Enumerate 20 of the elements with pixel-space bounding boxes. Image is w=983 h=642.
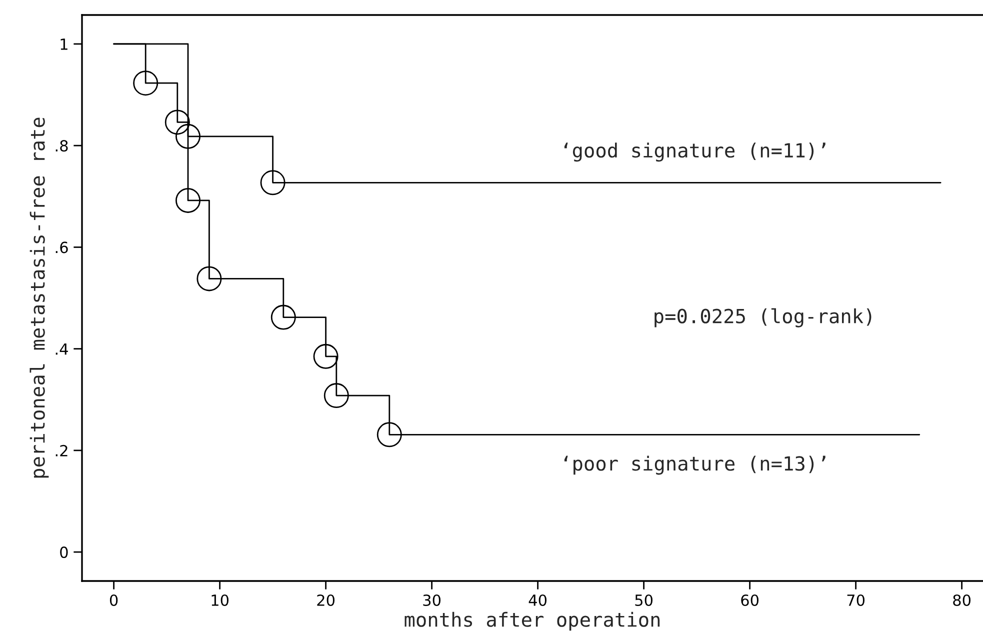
y-tick-label: .2 — [56, 444, 68, 456]
y-tick-label: 0 — [60, 546, 68, 558]
y-axis-title: peritoneal metastasis-free rate — [30, 118, 49, 478]
annotation: p=0.0225 (log-rank) — [654, 308, 872, 328]
x-tick-label: 50 — [635, 594, 653, 606]
x-tick-label: 60 — [741, 594, 759, 606]
x-axis-title: months after operation — [404, 612, 660, 631]
y-tick-label: .6 — [56, 242, 68, 254]
x-tick-label: 40 — [528, 594, 547, 606]
y-tick-label: .4 — [56, 343, 68, 355]
x-tick-label: 0 — [110, 594, 118, 606]
x-tick-label: 80 — [953, 594, 971, 606]
series-label: ‘good signature (n=11)’ — [564, 142, 826, 162]
x-tick-label: 10 — [212, 594, 229, 606]
y-tick-label: .8 — [56, 140, 68, 152]
x-tick-label: 20 — [317, 594, 335, 606]
x-tick-label: 70 — [847, 594, 865, 606]
x-tick-label: 30 — [423, 594, 441, 606]
series-label: ‘poor signature (n=13)’ — [564, 456, 826, 475]
y-tick-label: 1 — [60, 38, 68, 50]
